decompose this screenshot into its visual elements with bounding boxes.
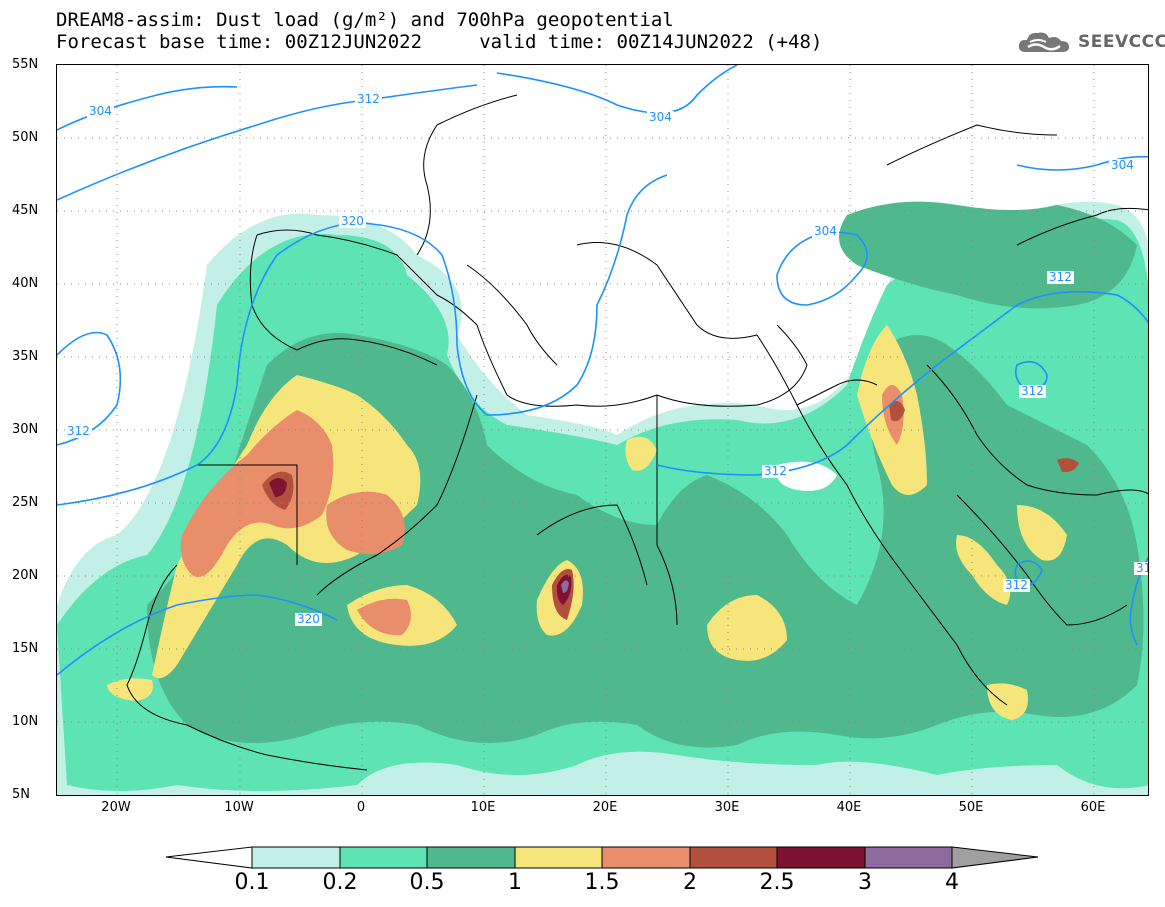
lon-label: 30E [714,800,740,815]
lon-label: 50E [958,800,984,815]
colorbar-label: 2 [683,870,697,895]
lat-label: 35N [12,349,39,364]
seevccc-logo: SEEVCCC [1016,28,1165,56]
colorbar-cell [776,846,866,869]
colorbar-cell [251,846,341,869]
dust-load-map: 304 312 304 304 320 304 312 312 312 312 … [56,64,1149,796]
graticule [57,65,1148,795]
lon-label: 10E [470,800,496,815]
contour-label: 304 [647,110,674,124]
lat-label: 50N [12,130,39,145]
lat-label: 45N [12,203,39,218]
contour-label: 304 [87,104,114,118]
contour-label: 312 [1047,270,1074,284]
dust-band-3 [561,580,569,593]
colorbar-cell [339,846,428,869]
lon-label: 20E [592,800,618,815]
colorbar [165,846,1039,869]
lon-label: 10W [224,800,254,815]
dust-band-1.5 [180,385,904,636]
lat-label: 10N [12,714,39,729]
colorbar-label: 0.5 [409,870,445,895]
lat-label: 20N [12,568,39,583]
colorbar-cell [426,846,516,869]
colorbar-label: 1 [508,870,522,895]
contour-label: 312 [762,464,789,478]
lat-label: 40N [12,276,39,291]
lat-label: 55N [12,57,39,72]
logo-text: SEEVCCC [1078,32,1165,52]
contour-label: 312 [1019,384,1046,398]
lon-label: 60E [1080,800,1106,815]
contour-label: 312 [1134,562,1148,575]
colorbar-cell [601,846,691,869]
lon-label: 20W [101,800,131,815]
lon-label: 0 [356,800,366,815]
contour-label: 304 [812,224,839,238]
colorbar-label: 0.2 [322,870,358,895]
lat-label: 30N [12,422,39,437]
contour-label: 320 [295,612,322,626]
contour-label: 304 [1109,158,1136,172]
colorbar-cell [165,846,253,869]
lat-label: 5N [12,787,30,802]
colorbar-label: 1.5 [584,870,620,895]
colorbar-label: 0.1 [234,870,270,895]
map-title-line-2: Forecast base time: 00Z12JUN2022 valid t… [56,31,823,53]
colorbar-label: 2.5 [759,870,795,895]
map-title-line-1: DREAM8-assim: Dust load (g/m²) and 700hP… [56,9,674,31]
colorbar-label: 4 [945,870,959,895]
colorbar-label: 3 [858,870,872,895]
map-canvas [57,65,1148,795]
contour-label: 312 [355,92,382,106]
contour-label: 312 [65,424,92,438]
colorbar-cell [864,846,953,869]
lon-label: 40E [836,800,862,815]
lat-label: 25N [12,495,39,510]
colorbar-cell [951,846,1039,869]
contour-label: 320 [339,214,366,228]
cloud-icon [1018,32,1069,52]
colorbar-cell [689,846,778,869]
colorbar-cell [514,846,603,869]
contour-label: 312 [1003,578,1030,592]
lat-label: 15N [12,641,39,656]
